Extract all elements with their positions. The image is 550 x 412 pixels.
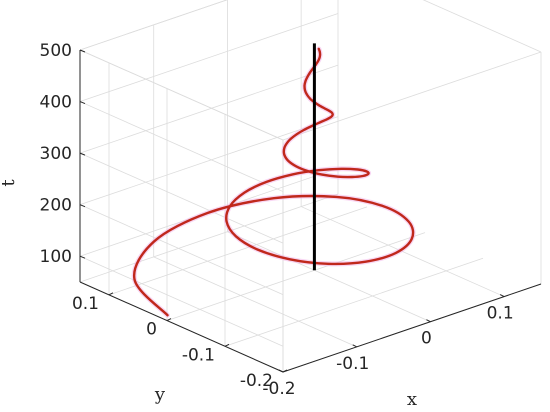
- grid-line-floor-y: [108, 206, 368, 296]
- grid-line-back-t: [79, 0, 228, 51]
- t-tick-label: 200: [40, 196, 72, 216]
- grid-line-floor-x: [153, 256, 357, 348]
- t-tick-mark: [79, 204, 86, 208]
- x-axis-line: [282, 283, 542, 373]
- box-edge: [282, 51, 542, 141]
- box-edge: [79, 49, 284, 141]
- x-tick-label: 0.1: [487, 304, 514, 324]
- t-tick-label: 400: [40, 93, 72, 113]
- y-axis-line: [79, 281, 284, 373]
- x-tick-mark: [278, 369, 284, 373]
- grid-line-back-t: [79, 204, 284, 296]
- y-tick-label: 0.1: [72, 294, 99, 314]
- y-tick-label: -0.2: [240, 371, 273, 391]
- box-edge: [79, 193, 339, 283]
- grid-line-floor-x: [227, 231, 431, 323]
- grid-line-floor-y: [166, 232, 426, 321]
- grid-line-back-t: [79, 152, 284, 244]
- z-axis-label: t: [0, 179, 19, 187]
- grid-line-back-t: [79, 101, 284, 192]
- t-tick-mark: [79, 152, 86, 156]
- grid-line-back-t: [79, 116, 339, 206]
- y-tick-mark: [166, 318, 172, 322]
- y-axis-label: y: [154, 384, 166, 405]
- x-tick-label: 0: [421, 329, 432, 349]
- t-tick-mark: [79, 49, 86, 53]
- grid: [79, 0, 542, 373]
- x-axis-label: x: [407, 389, 417, 410]
- y-tick-label: 0: [146, 320, 157, 340]
- tick-labels: -0.2 -0.1 0 0.1 0.1 0 -0.1 -0.2 100 200 300 400 500: [40, 41, 514, 399]
- t-tick-label: 300: [40, 144, 72, 164]
- x-tick-label: -0.1: [336, 354, 369, 374]
- box-edge: [422, 0, 542, 53]
- spiral-line: [132, 47, 415, 317]
- series-group: [131, 43, 416, 318]
- x-tick-mark: [426, 319, 431, 323]
- spiral-glow: [131, 46, 416, 318]
- y-tick-mark: [282, 369, 288, 373]
- t-tick-mark: [79, 101, 86, 105]
- t-tick-label: 500: [40, 41, 72, 61]
- y-tick-mark: [224, 343, 230, 347]
- y-tick-label: -0.1: [182, 345, 215, 365]
- t-tick-mark: [79, 255, 86, 259]
- axes: [79, 49, 542, 373]
- x-tick-label: -0.2: [262, 379, 295, 399]
- x-tick-mark: [352, 344, 357, 348]
- y-tick-mark: [108, 292, 114, 296]
- t-tick-label: 100: [40, 247, 72, 267]
- grid-line-back-t: [79, 64, 339, 154]
- box-edge: [79, 0, 228, 51]
- grid-line-floor-y: [224, 257, 484, 347]
- grid-line-back-t: [79, 255, 284, 347]
- grid-line-back-t: [79, 13, 339, 102]
- x-tick-mark: [499, 294, 505, 298]
